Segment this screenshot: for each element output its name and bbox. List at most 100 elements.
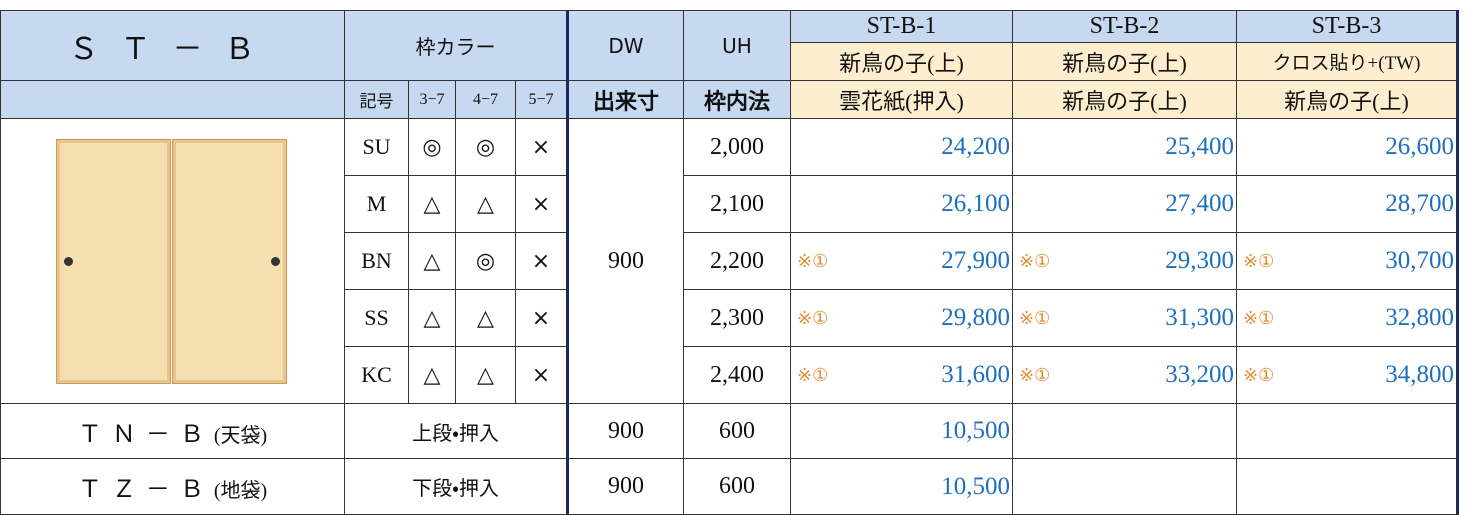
- price-cell: ※① 34,800: [1236, 346, 1459, 404]
- color-availability: △: [408, 175, 456, 233]
- extra-suffix: (地袋): [213, 480, 268, 502]
- color-header: 5−7: [515, 80, 568, 119]
- uh-value: 2,000: [683, 118, 791, 176]
- uh-value: 2,300: [683, 289, 791, 347]
- price-box: 26,100: [792, 190, 1012, 218]
- price-cell: 27,400: [1012, 175, 1237, 233]
- price-cell: ※① 33,200: [1012, 346, 1237, 404]
- extra-price-cell: 10,500: [790, 458, 1013, 515]
- table-body: ＳＴ－Ｂ 枠カラー DW UH ST-B-1 ST-B-2 ST-B-3 新鳥の…: [0, 10, 1459, 515]
- price-cell: 26,100: [790, 175, 1013, 233]
- price-value: 30,700: [1385, 247, 1454, 274]
- price-box: ※① 27,900: [792, 247, 1012, 275]
- color-header: 3−7: [408, 80, 456, 119]
- price-value: 31,300: [1165, 304, 1234, 331]
- product-row: M △ △ × 2,100 26,100 27,400 28,700: [1, 175, 1459, 233]
- extra-name: ＴＮ－Ｂ: [77, 419, 214, 448]
- price-value: 26,600: [1385, 133, 1454, 160]
- product-row: SU ◎ ◎ × 900 2,000 24,200 25,400 26,600: [0, 118, 1459, 404]
- header-row: 記号 3−7 4−7 5−7 出来寸 枠内法 雲花紙(押入) 新鳥の子(上) 新…: [0, 80, 1459, 119]
- header-row: ＳＴ－Ｂ 枠カラー DW UH ST-B-1 ST-B-2 ST-B-3: [0, 10, 1459, 81]
- price-box: 28,700: [1238, 190, 1455, 218]
- price-value: 25,400: [1165, 133, 1234, 160]
- price-note: ※①: [797, 250, 829, 271]
- price-box: 27,400: [1014, 190, 1236, 218]
- price-note: ※①: [797, 307, 829, 328]
- variant-line2: 新鳥の子(上): [1012, 80, 1237, 119]
- door-illustration: [55, 138, 290, 384]
- price-value: 27,900: [941, 247, 1010, 274]
- price-value: 29,800: [941, 304, 1010, 331]
- color-availability: ×: [515, 289, 568, 347]
- price-box: ※① 32,800: [1238, 304, 1455, 332]
- color-header: 4−7: [455, 80, 516, 119]
- price-box: 24,200: [792, 133, 1012, 161]
- price-value: 34,800: [1385, 361, 1454, 388]
- color-availability: ×: [515, 346, 568, 404]
- price-box: ※① 31,600: [792, 361, 1012, 389]
- header-row: 新鳥の子(上) 新鳥の子(上) クロス貼り+(TW): [1, 42, 1459, 81]
- door-pull: [270, 256, 280, 266]
- dw-subheader: 出来寸: [566, 80, 684, 119]
- empty-cell: [1012, 403, 1237, 459]
- color-availability: ×: [515, 118, 568, 176]
- price-note: ※①: [797, 364, 829, 385]
- extra-position: 上段・押入: [344, 403, 568, 459]
- color-availability: ◎: [408, 118, 456, 176]
- price-cell: 24,200: [790, 118, 1013, 176]
- variant-name: ST-B-2: [1012, 10, 1237, 43]
- price-note: ※①: [1019, 307, 1051, 328]
- price-value: 31,600: [941, 361, 1010, 388]
- product-row: BN △ ◎ × 2,200 ※① 27,900 ※① 29,300 ※① 30,700: [1, 232, 1459, 290]
- price-box: ※① 34,800: [1238, 361, 1455, 389]
- uh-value: 2,200: [683, 232, 791, 290]
- color-availability: △: [408, 232, 456, 290]
- extra-uh: 600: [683, 403, 791, 459]
- price-note: ※①: [1019, 250, 1051, 271]
- price-table: ＳＴ－Ｂ 枠カラー DW UH ST-B-1 ST-B-2 ST-B-3 新鳥の…: [0, 10, 1459, 515]
- door-image-cell: [0, 118, 345, 404]
- door-panel: [171, 138, 287, 384]
- variant-line2: 新鳥の子(上): [1236, 80, 1459, 119]
- variant-line2: 雲花紙(押入): [790, 80, 1013, 119]
- size-code: M: [344, 175, 409, 233]
- uh-subheader: 枠内法: [683, 80, 791, 119]
- extra-price: 10,500: [941, 417, 1010, 444]
- price-box: ※① 33,200: [1014, 361, 1236, 389]
- price-value: 26,100: [941, 190, 1010, 217]
- price-cell: ※① 29,800: [790, 289, 1013, 347]
- extra-name-cell: ＴＮ－Ｂ(天袋): [0, 403, 345, 459]
- extra-uh: 600: [683, 458, 791, 515]
- color-availability: △: [455, 175, 516, 233]
- empty-cell: [1236, 403, 1459, 459]
- color-availability: ×: [515, 175, 568, 233]
- variant-line1: 新鳥の子(上): [790, 42, 1013, 81]
- price-cell: ※① 27,900: [790, 232, 1013, 290]
- empty-cell: [1012, 458, 1237, 515]
- size-code: BN: [344, 232, 409, 290]
- product-row: SS △ △ × 2,300 ※① 29,800 ※① 31,300 ※① 32,800: [1, 289, 1459, 347]
- frame-color-header: 枠カラー: [344, 10, 568, 81]
- extra-position: 下段・押入: [344, 458, 568, 515]
- dw-header: DW: [566, 10, 684, 81]
- price-cell: ※① 31,600: [790, 346, 1013, 404]
- price-value: 32,800: [1385, 304, 1454, 331]
- price-box: 10,500: [792, 473, 1012, 501]
- color-availability: ◎: [455, 118, 516, 176]
- extra-name: ＴＺ－Ｂ: [77, 475, 214, 503]
- variant-name: ST-B-3: [1236, 10, 1459, 43]
- variant-line1: 新鳥の子(上): [1012, 42, 1237, 81]
- dw-value: 900: [566, 118, 684, 404]
- extra-name-cell: ＴＺ－Ｂ(地袋): [0, 458, 345, 515]
- uh-header: UH: [683, 10, 791, 81]
- price-cell: ※① 29,300: [1012, 232, 1237, 290]
- price-cell: ※① 30,700: [1236, 232, 1459, 290]
- uh-value: 2,400: [683, 346, 791, 404]
- price-box: 26,600: [1238, 133, 1455, 161]
- product-row: KC △ △ × 2,400 ※① 31,600 ※① 33,200 ※① 34,800: [1, 346, 1459, 404]
- door-pull: [63, 256, 73, 266]
- extra-dw: 900: [566, 403, 684, 459]
- price-table-wrap: ＳＴ－Ｂ 枠カラー DW UH ST-B-1 ST-B-2 ST-B-3 新鳥の…: [0, 10, 1459, 515]
- product-title: ＳＴ－Ｂ: [0, 10, 345, 81]
- extra-row: ＴＺ－Ｂ(地袋) 下段・押入 900 600 10,500: [0, 458, 1459, 515]
